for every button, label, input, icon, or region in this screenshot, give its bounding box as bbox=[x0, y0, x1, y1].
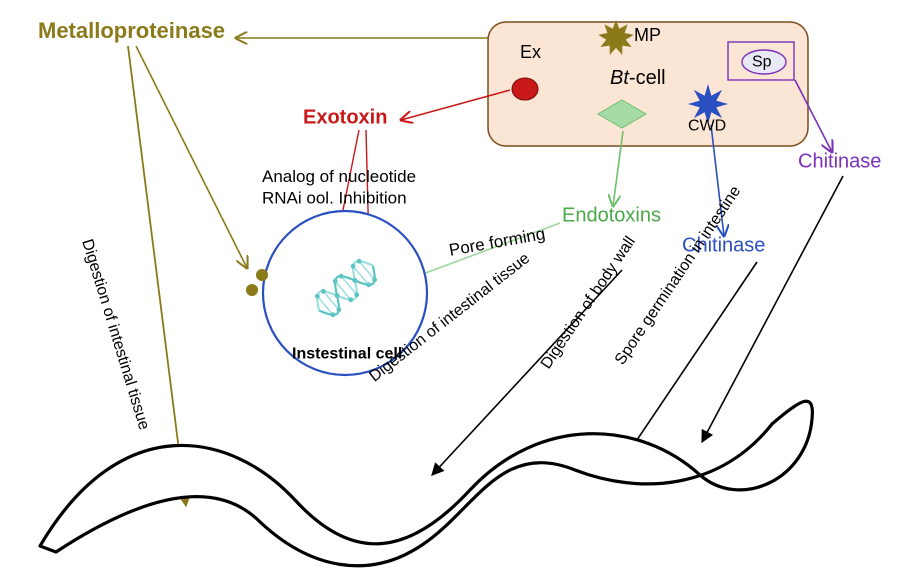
label-digestion_tissue_left: Digestion of intestinal tissue bbox=[78, 237, 152, 432]
svg-text:Analog of nucleotide: Analog of nucleotide bbox=[262, 167, 416, 186]
brown-dot-icon bbox=[246, 284, 258, 296]
svg-text:Sp: Sp bbox=[752, 53, 772, 70]
label-sp_label: Sp bbox=[752, 53, 772, 70]
brown-dot-icon bbox=[256, 269, 268, 281]
label-analog_label: Analog of nucleotide RNAi ool. Inhibition bbox=[262, 167, 416, 207]
label-mp_label: MP bbox=[634, 25, 661, 45]
label-exotoxin_title: Exotoxin bbox=[303, 107, 387, 129]
svg-text:Metalloproteinase: Metalloproteinase bbox=[38, 18, 225, 43]
label-ex_label: Ex bbox=[520, 42, 541, 62]
svg-text:Bt-cell: Bt-cell bbox=[610, 67, 666, 89]
svg-text:RNAi ool. Inhibition: RNAi ool. Inhibition bbox=[262, 188, 407, 207]
label-bt_cell_label: Bt-cell bbox=[610, 67, 666, 89]
label-endotoxins_title: Endotoxins bbox=[562, 205, 661, 227]
svg-text:MP: MP bbox=[634, 25, 661, 45]
arrow-chitinase_purple_down bbox=[620, 262, 757, 465]
ex-circle-icon bbox=[512, 78, 538, 100]
svg-text:Exotoxin: Exotoxin bbox=[303, 107, 387, 129]
label-cwd_label: CWD bbox=[688, 117, 726, 134]
svg-text:CWD: CWD bbox=[688, 117, 726, 134]
arrow-mp_title_down bbox=[128, 46, 186, 506]
svg-text:Chitinase: Chitinase bbox=[798, 151, 881, 173]
svg-text:Ex: Ex bbox=[520, 42, 541, 62]
label-pore_forming: Pore forming bbox=[447, 224, 546, 260]
label-mp_title: Metalloproteinase bbox=[38, 18, 225, 43]
svg-text:Digestion of intestinal tissue: Digestion of intestinal tissue bbox=[78, 237, 152, 432]
svg-text:Pore forming: Pore forming bbox=[447, 224, 546, 260]
label-chitinase_purple: Chitinase bbox=[798, 151, 881, 173]
nematode-outline bbox=[40, 401, 812, 565]
svg-text:Endotoxins: Endotoxins bbox=[562, 205, 661, 227]
